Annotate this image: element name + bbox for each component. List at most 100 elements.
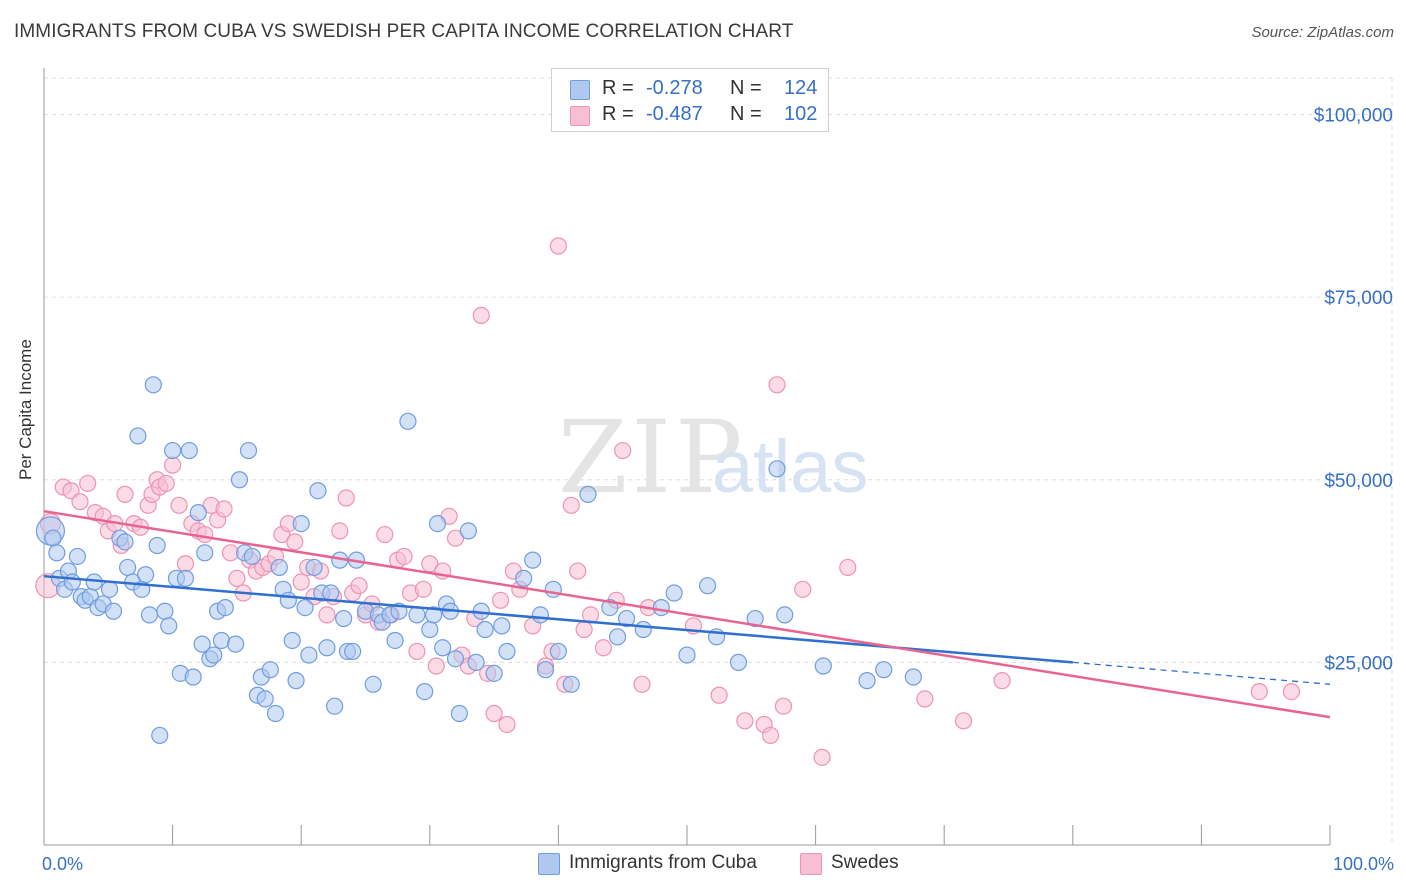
legend-n-value: 102 [784,103,818,125]
cuba-point [136,566,155,584]
legend-swatch-swedes [570,106,590,126]
cuba-point [227,635,245,653]
swedes-point [157,474,175,493]
swedes-point [761,726,780,745]
cuba-point [100,580,119,598]
swedes-point [408,642,426,661]
bottom-legend-label-swedes: Swedes [831,852,899,873]
cuba-point [408,606,426,624]
cuba-point [148,536,166,555]
cuba-point [344,642,362,661]
cuba-point [652,598,670,617]
y-tick-label: $50,000 [1324,471,1393,492]
legend-n-label: N = [730,103,762,125]
swedes-point [794,580,812,598]
cuba-point [678,646,696,664]
cuba-point [515,569,533,587]
bottom-legend-swatch-swedes [800,853,822,875]
swedes-point [331,522,349,540]
cuba-point [104,602,123,620]
cuba-point [230,471,249,489]
x-tick-label: 0.0% [42,854,83,874]
cuba-point [476,620,494,639]
cuba-point [292,514,310,533]
swedes-point [292,573,310,591]
cuba-point [212,631,231,650]
cuba-point [216,598,234,617]
cuba-point [450,704,468,723]
swedes-point [472,306,490,325]
swedes-point [395,547,413,566]
cuba-point [814,657,832,675]
cuba-point [498,642,516,661]
legend-n-value: 124 [784,77,818,99]
cuba-point [665,584,683,602]
cuba-point [68,547,87,566]
swedes-point [614,441,632,460]
watermark: ZIP atlas [558,399,868,516]
swedes-point [337,489,355,507]
cuba-point [634,620,652,639]
source-label: Source: ZipAtlas.com [1251,24,1394,41]
swedes-point [164,456,182,474]
cuba-point [399,412,417,430]
cuba-point [335,609,353,628]
swedes-point [774,697,793,715]
swedes-point [839,558,857,577]
cuba-point [193,635,211,653]
cuba-point [485,664,503,682]
swedes-point [176,555,195,573]
cuba-point [160,617,178,635]
correlation-legend: R = -0.278 N = 124 R = -0.487 N = 102 [551,68,829,132]
swedes-point [79,474,97,493]
swedes-point [446,529,465,547]
cuba-point [416,682,434,701]
cuba-point [205,646,223,664]
bottom-legend-label-cuba: Immigrants from Cuba [569,852,757,873]
swedes-point [813,748,831,766]
cuba-point [858,672,876,690]
trend-lines [43,509,1331,719]
cuba-point [421,620,439,639]
cuba-point [875,661,893,679]
y-axis-label: Per Capita Income [16,339,35,480]
cuba-point [196,544,214,562]
tick-labels: $25,000 $50,000 $75,000 $100,000 0.0% 100.0% [42,106,1394,874]
swedes-point [993,672,1011,690]
swedes-point [498,715,516,734]
swedes-point [318,606,336,624]
cuba-point [305,558,323,577]
cuba-point [261,661,279,679]
swedes-point [569,562,587,580]
cuba-point [296,598,314,617]
cuba-point [243,547,261,566]
swedes-point [228,569,246,587]
cuba-point [698,577,717,595]
swedes-point [376,525,394,544]
cuba-point [318,639,336,657]
cuba-point [729,653,748,671]
cuba-point [579,485,597,503]
cuba-point [300,646,318,664]
cuba-point [768,460,786,478]
swedes-point [485,704,503,723]
cuba-point [270,558,288,577]
swedes-point [427,657,445,675]
swedes-point [491,591,510,609]
cuba-point [776,606,794,624]
cuba-point [140,606,159,624]
cuba-point [386,631,404,650]
cuba-point [309,482,327,500]
cuba-point [364,675,382,693]
cuba-point [256,690,274,708]
cuba-point [63,573,81,591]
cuba-point [144,376,162,394]
cuba-point [176,569,195,587]
swedes-point [286,533,304,551]
cuba-point [279,591,297,609]
swedes-point [768,376,786,394]
cuba-point [549,642,568,661]
swedes-point [710,686,728,704]
cuba-point [48,544,66,562]
